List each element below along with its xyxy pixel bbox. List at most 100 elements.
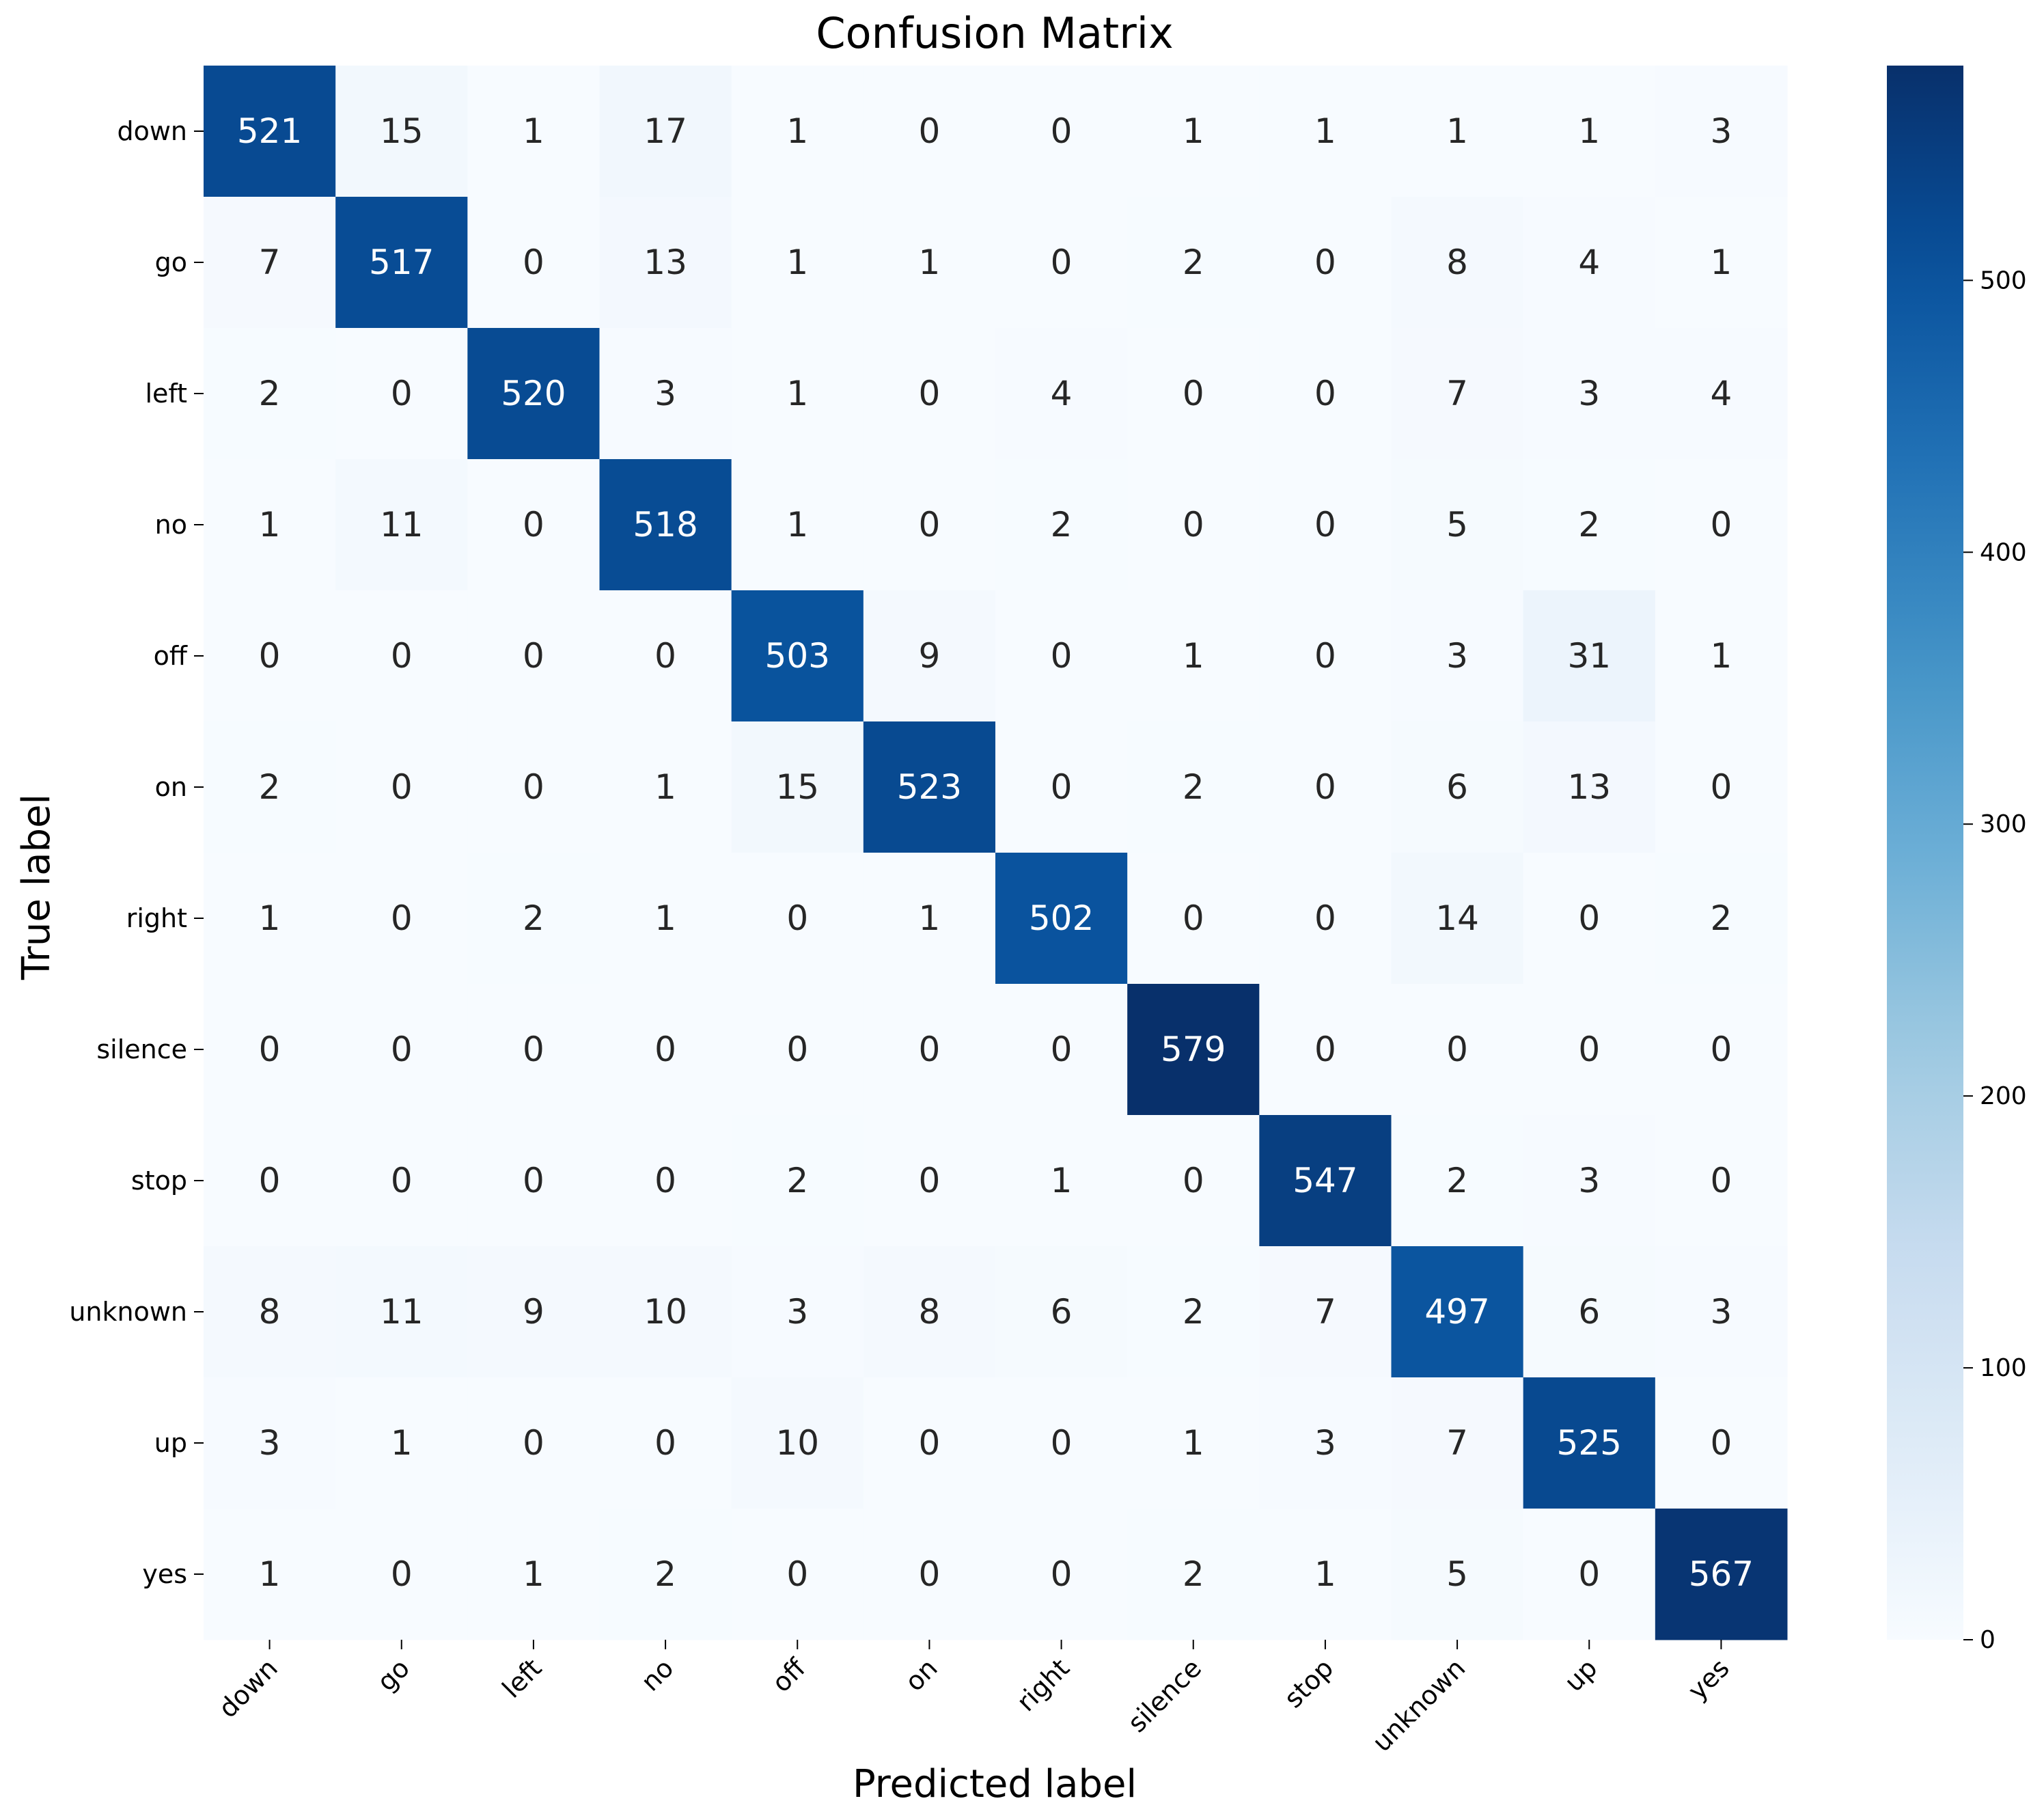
cell-value-label: 0 xyxy=(1051,636,1073,676)
heatmap-cell xyxy=(863,1115,996,1247)
heatmap-cell xyxy=(335,984,468,1116)
heatmap-cell xyxy=(1655,1377,1788,1509)
cell-value-label: 0 xyxy=(391,898,413,938)
cell-value-label: 2 xyxy=(523,898,544,938)
heatmap-cell xyxy=(467,984,600,1116)
cell-value-label: 0 xyxy=(1314,898,1336,938)
cell-value-label: 0 xyxy=(786,1554,808,1594)
cell-value-label: 3 xyxy=(1578,1161,1600,1200)
heatmap-cell xyxy=(1391,984,1524,1116)
cell-value-label: 2 xyxy=(1711,898,1732,938)
cell-value-label: 3 xyxy=(654,374,676,413)
heatmap-cell xyxy=(1523,1115,1656,1247)
heatmap-cell xyxy=(1391,1115,1524,1247)
cell-value-label: 1 xyxy=(1183,1423,1204,1463)
cell-value-label: 503 xyxy=(765,636,830,676)
cell-value-label: 0 xyxy=(391,1554,413,1594)
heatmap-cell xyxy=(204,984,336,1116)
cell-value-label: 1 xyxy=(1711,636,1732,676)
heatmap-cell xyxy=(1259,853,1392,985)
heatmap-cell xyxy=(995,590,1128,722)
heatmap-cell xyxy=(731,1115,864,1247)
y-tick-label: left xyxy=(145,379,187,409)
cell-value-label: 11 xyxy=(380,1292,424,1332)
heatmap-cell xyxy=(731,197,864,329)
y-tick-label: stop xyxy=(131,1166,187,1196)
heatmap-cell xyxy=(1127,721,1260,853)
cell-value-label: 6 xyxy=(1051,1292,1073,1332)
cell-value-label: 1 xyxy=(1711,243,1732,282)
heatmap-cell xyxy=(863,984,996,1116)
cell-value-label: 2 xyxy=(786,1161,808,1200)
heatmap-cell xyxy=(1391,590,1524,722)
heatmap-cell xyxy=(467,459,600,591)
cell-value-label: 0 xyxy=(1051,767,1073,807)
heatmap-cell xyxy=(995,853,1128,985)
heatmap-cell xyxy=(731,853,864,985)
cell-value-label: 9 xyxy=(919,636,941,676)
cell-value-label: 1 xyxy=(786,505,808,545)
heatmap-cell xyxy=(995,66,1128,197)
x-tick-label: yes xyxy=(1682,1653,1735,1706)
heatmap-cell xyxy=(731,1509,864,1640)
colorbar-tick-label: 0 xyxy=(1980,1626,1995,1654)
cell-value-label: 3 xyxy=(1578,374,1600,413)
heatmap-cell xyxy=(335,590,468,722)
heatmap-cell xyxy=(1259,984,1392,1116)
cell-value-label: 0 xyxy=(523,767,544,807)
cell-value-label: 3 xyxy=(259,1423,281,1463)
y-tick-label: no xyxy=(155,510,187,540)
cell-value-label: 10 xyxy=(644,1292,687,1332)
heatmap-cell xyxy=(731,1246,864,1378)
cell-value-label: 1 xyxy=(259,505,281,545)
heatmap-cell xyxy=(1391,1377,1524,1509)
cell-value-label: 0 xyxy=(1314,767,1336,807)
heatmap-cell xyxy=(467,1377,600,1509)
heatmap-cell xyxy=(467,853,600,985)
heatmap-cell xyxy=(1523,459,1656,591)
cell-value-label: 1 xyxy=(523,111,544,151)
cell-value-label: 5 xyxy=(1446,505,1468,545)
heatmap-cell xyxy=(1523,1246,1656,1378)
heatmap-cell xyxy=(204,853,336,985)
heatmap-cell xyxy=(995,1115,1128,1247)
y-tick-label: on xyxy=(155,772,187,802)
cell-value-label: 4 xyxy=(1051,374,1073,413)
y-axis-label: True label xyxy=(14,794,59,980)
cell-value-label: 520 xyxy=(501,374,566,413)
cell-value-label: 2 xyxy=(1183,767,1204,807)
heatmap-cell xyxy=(204,1115,336,1247)
cell-value-label: 2 xyxy=(654,1554,676,1594)
cell-value-label: 1 xyxy=(523,1554,544,1594)
cell-value-label: 8 xyxy=(259,1292,281,1332)
cell-value-label: 3 xyxy=(786,1292,808,1332)
heatmap-cell xyxy=(335,1377,468,1509)
cell-value-label: 2 xyxy=(1446,1161,1468,1200)
x-tick-label: down xyxy=(212,1653,284,1724)
heatmap-cell xyxy=(204,1246,336,1378)
heatmap-cell xyxy=(863,1377,996,1509)
heatmap-cell xyxy=(863,197,996,329)
x-axis-ticks: down go left no off on right silence stop unknown… xyxy=(212,1640,1735,1757)
heatmap-cell xyxy=(467,1115,600,1247)
heatmap-cell xyxy=(1391,197,1524,329)
heatmap-cell xyxy=(1259,721,1392,853)
y-tick-label: down xyxy=(117,116,187,146)
cell-value-label: 3 xyxy=(1314,1423,1336,1463)
cell-value-label: 3 xyxy=(1711,1292,1732,1332)
heatmap-cell xyxy=(467,721,600,853)
heatmap-cell xyxy=(1523,66,1656,197)
cell-value-label: 0 xyxy=(391,1030,413,1069)
cell-value-label: 2 xyxy=(1183,243,1204,282)
heatmap-cell xyxy=(599,1377,732,1509)
heatmap-cell xyxy=(995,1377,1128,1509)
heatmap-cell xyxy=(599,984,732,1116)
heatmap-cell xyxy=(335,66,468,197)
cell-value-label: 502 xyxy=(1029,898,1094,938)
cell-value-label: 31 xyxy=(1567,636,1611,676)
heatmap-cell xyxy=(1259,459,1392,591)
y-tick-label: right xyxy=(126,903,187,933)
cell-value-label: 10 xyxy=(775,1423,819,1463)
heatmap-cell xyxy=(995,459,1128,591)
